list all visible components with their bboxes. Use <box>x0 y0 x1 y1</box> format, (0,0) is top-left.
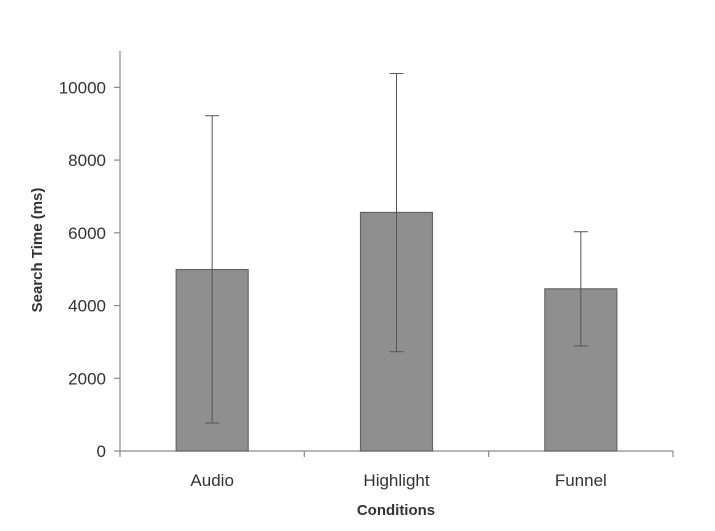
y-tick-label: 8000 <box>68 151 106 170</box>
error-bar-audio <box>205 115 220 424</box>
y-tick-label: 0 <box>97 442 106 461</box>
x-axis-title: Conditions <box>357 502 435 519</box>
x-tick-label: Audio <box>190 471 233 490</box>
y-axis-title: Search Time (ms) <box>29 188 46 313</box>
y-tick-label: 4000 <box>68 297 106 316</box>
x-tick-label: Funnel <box>555 471 607 490</box>
y-tick-label: 6000 <box>68 224 106 243</box>
error-bar-funnel <box>573 231 588 347</box>
error-bars <box>205 73 588 424</box>
x-tick-labels: Audio Highlight Funnel <box>190 471 606 490</box>
y-tick-label: 10000 <box>59 78 106 97</box>
y-tick-labels: 0 2000 4000 6000 8000 10000 <box>59 78 106 461</box>
x-tick-label: Highlight <box>363 471 429 490</box>
y-tick-label: 2000 <box>68 369 106 388</box>
error-bar-highlight <box>389 73 404 353</box>
